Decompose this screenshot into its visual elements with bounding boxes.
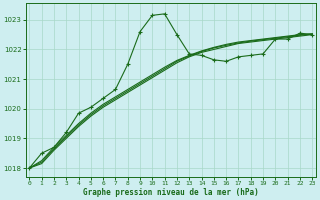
X-axis label: Graphe pression niveau de la mer (hPa): Graphe pression niveau de la mer (hPa) xyxy=(83,188,259,197)
